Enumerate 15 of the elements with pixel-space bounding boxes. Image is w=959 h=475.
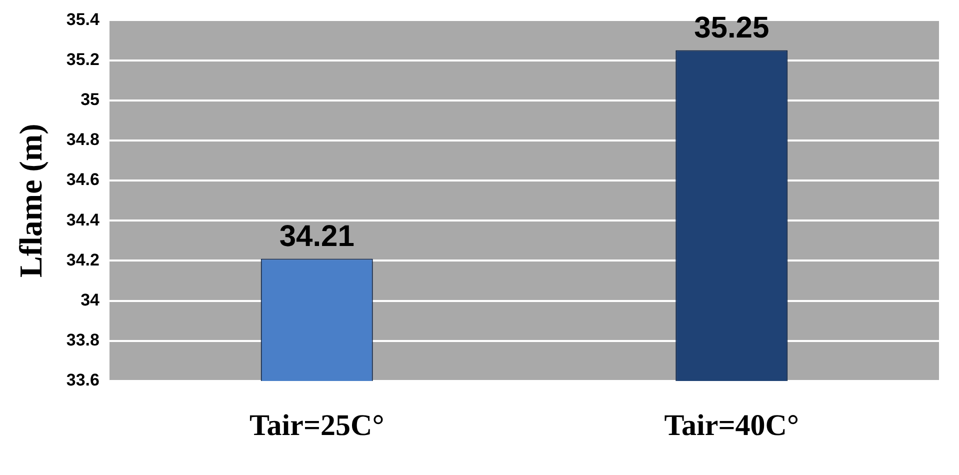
data-label: 34.21	[279, 220, 354, 253]
y-axis-title: Lflame (m)	[12, 124, 48, 278]
y-tick-label: 34.4	[66, 210, 100, 230]
x-tick-label: Tair=25C°	[250, 408, 384, 442]
y-tick-label: 35.2	[66, 50, 100, 69]
y-tick-label: 34.2	[66, 250, 100, 270]
y-tick-label: 34.8	[66, 130, 100, 150]
x-tick-label: Tair=40C°	[664, 408, 799, 442]
y-tick-label: 35.4	[66, 10, 100, 29]
y-tick-label: 33.8	[66, 330, 100, 350]
data-label: 35.25	[694, 12, 770, 45]
y-tick-label: 35	[80, 90, 100, 110]
y-tick-label: 33.6	[66, 370, 100, 390]
y-tick-label: 34	[80, 290, 100, 310]
y-tick-label: 34.6	[66, 170, 100, 190]
